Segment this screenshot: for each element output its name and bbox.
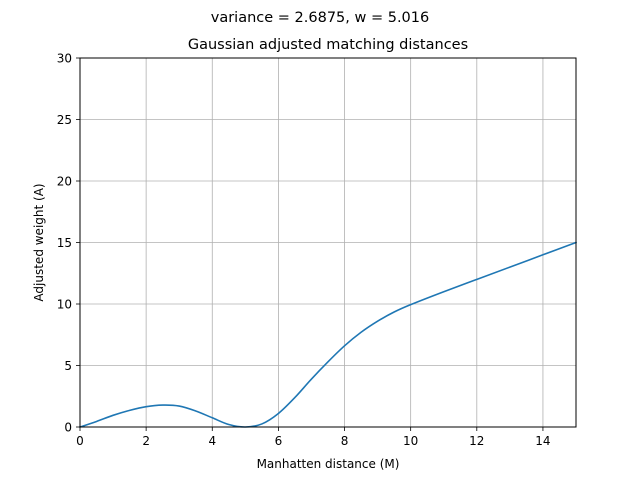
x-tick-label: 12 — [469, 434, 484, 448]
x-axis-label: Manhatten distance (M) — [257, 457, 400, 471]
y-tick-label: 15 — [57, 236, 72, 250]
y-tick-label: 20 — [57, 175, 72, 189]
x-tick-label: 10 — [403, 434, 418, 448]
ticks: 0 2 4 6 8 10 12 14 0 5 10 15 20 25 30 — [57, 52, 551, 449]
x-tick-label: 6 — [275, 434, 283, 448]
y-tick-label: 30 — [57, 52, 72, 66]
plot-area — [78, 241, 578, 429]
x-tick-label: 8 — [341, 434, 349, 448]
x-tick-label: 4 — [208, 434, 216, 448]
y-axis-label: Adjusted weight (A) — [32, 183, 46, 301]
y-tick-label: 5 — [64, 359, 72, 373]
grid — [79, 57, 576, 428]
y-tick-label: 25 — [57, 113, 72, 127]
chart-title: Gaussian adjusted matching distances — [188, 37, 468, 53]
x-tick-label: 0 — [76, 434, 84, 448]
series-line — [78, 241, 578, 429]
chart-suptitle: variance = 2.6875, w = 5.016 — [211, 10, 429, 26]
x-tick-label: 14 — [535, 434, 550, 448]
x-tick-label: 2 — [142, 434, 150, 448]
y-tick-label: 10 — [57, 298, 72, 312]
y-tick-label: 0 — [64, 421, 72, 435]
